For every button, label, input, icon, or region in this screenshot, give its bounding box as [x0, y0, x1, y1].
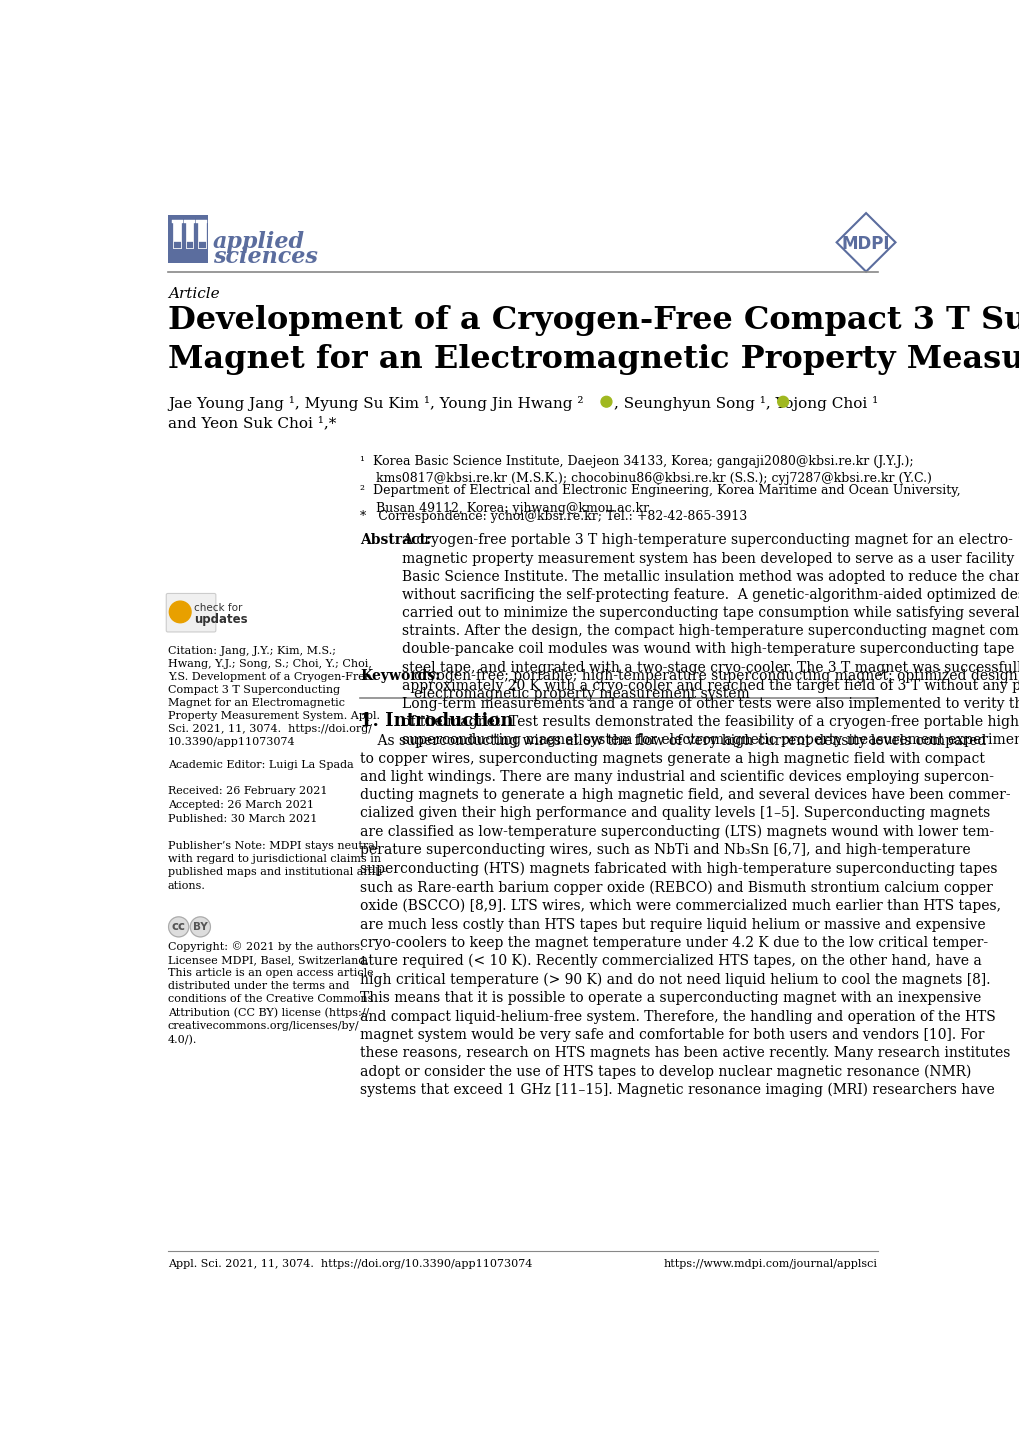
Circle shape — [191, 917, 210, 937]
FancyBboxPatch shape — [173, 241, 180, 248]
Text: *   Correspondence: ychoi@kbsi.re.kr; Tel.: +82-42-865-3913: * Correspondence: ychoi@kbsi.re.kr; Tel.… — [360, 510, 747, 523]
FancyBboxPatch shape — [171, 221, 182, 224]
Text: Publisher’s Note: MDPI stays neutral
with regard to jurisdictional claims in
pub: Publisher’s Note: MDPI stays neutral wit… — [168, 841, 385, 891]
Text: Academic Editor: Luigi La Spada: Academic Editor: Luigi La Spada — [168, 760, 354, 770]
Text: Abstract:: Abstract: — [360, 534, 431, 548]
Text: https://www.mdpi.com/journal/applsci: https://www.mdpi.com/journal/applsci — [663, 1259, 876, 1269]
Text: Appl. Sci. 2021, 11, 3074.  https://doi.org/10.3390/app11073074: Appl. Sci. 2021, 11, 3074. https://doi.o… — [168, 1259, 532, 1269]
Text: Article: Article — [168, 287, 219, 301]
Text: Jae Young Jang ¹, Myung Su Kim ¹, Young Jin Hwang ²: Jae Young Jang ¹, Myung Su Kim ¹, Young … — [168, 397, 583, 411]
FancyBboxPatch shape — [185, 222, 194, 248]
FancyBboxPatch shape — [166, 594, 216, 632]
Text: Copyright: © 2021 by the authors.
Licensee MDPI, Basel, Switzerland.
This articl: Copyright: © 2021 by the authors. Licens… — [168, 942, 373, 1045]
Text: Accepted: 26 March 2021: Accepted: 26 March 2021 — [168, 800, 314, 810]
Text: ²  Department of Electrical and Electronic Engineering, Korea Maritime and Ocean: ² Department of Electrical and Electroni… — [360, 485, 960, 515]
Text: Published: 30 March 2021: Published: 30 March 2021 — [168, 813, 317, 823]
FancyBboxPatch shape — [185, 241, 194, 248]
Circle shape — [168, 917, 189, 937]
Circle shape — [776, 397, 788, 407]
FancyBboxPatch shape — [173, 222, 180, 248]
Text: applied: applied — [213, 231, 305, 252]
Text: updates: updates — [194, 613, 248, 626]
Text: and Yeon Suk Choi ¹,*: and Yeon Suk Choi ¹,* — [168, 417, 336, 430]
Text: , Seunghyun Song ¹, Yojong Choi ¹: , Seunghyun Song ¹, Yojong Choi ¹ — [613, 397, 877, 411]
Text: ✓: ✓ — [172, 603, 189, 622]
Text: iD: iD — [779, 399, 787, 405]
FancyBboxPatch shape — [197, 221, 207, 224]
Text: BY: BY — [193, 921, 208, 932]
Text: A cryogen-free portable 3 T high-temperature superconducting magnet for an elect: A cryogen-free portable 3 T high-tempera… — [401, 534, 1019, 747]
Text: MDPI: MDPI — [841, 235, 890, 252]
Text: cryogen-free; portable; high-temperature superconducting magnet; optimized desig: cryogen-free; portable; high-temperature… — [414, 669, 1019, 701]
Circle shape — [169, 601, 191, 623]
Text: Received: 26 February 2021: Received: 26 February 2021 — [168, 786, 327, 796]
FancyBboxPatch shape — [198, 222, 206, 248]
Text: check for: check for — [194, 603, 243, 613]
Text: Keywords:: Keywords: — [360, 669, 440, 684]
FancyBboxPatch shape — [168, 215, 208, 262]
Text: iD: iD — [602, 399, 610, 405]
Circle shape — [600, 397, 611, 407]
Text: Development of a Cryogen-Free Compact 3 T Superconducting
Magnet for an Electrom: Development of a Cryogen-Free Compact 3 … — [168, 306, 1019, 375]
Text: As superconducting wires allow the flow of very high current density levels comp: As superconducting wires allow the flow … — [360, 734, 1010, 1097]
Text: cc: cc — [171, 920, 185, 933]
Text: 1. Introduction: 1. Introduction — [360, 712, 513, 730]
Text: sciences: sciences — [213, 247, 317, 268]
Text: Citation: Jang, J.Y.; Kim, M.S.;
Hwang, Y.J.; Song, S.; Choi, Y.; Choi,
Y.S. Dev: Citation: Jang, J.Y.; Kim, M.S.; Hwang, … — [168, 646, 379, 747]
FancyBboxPatch shape — [183, 221, 195, 224]
Text: ¹  Korea Basic Science Institute, Daejeon 34133, Korea; gangaji2080@kbsi.re.kr (: ¹ Korea Basic Science Institute, Daejeon… — [360, 454, 931, 486]
FancyBboxPatch shape — [198, 241, 206, 248]
